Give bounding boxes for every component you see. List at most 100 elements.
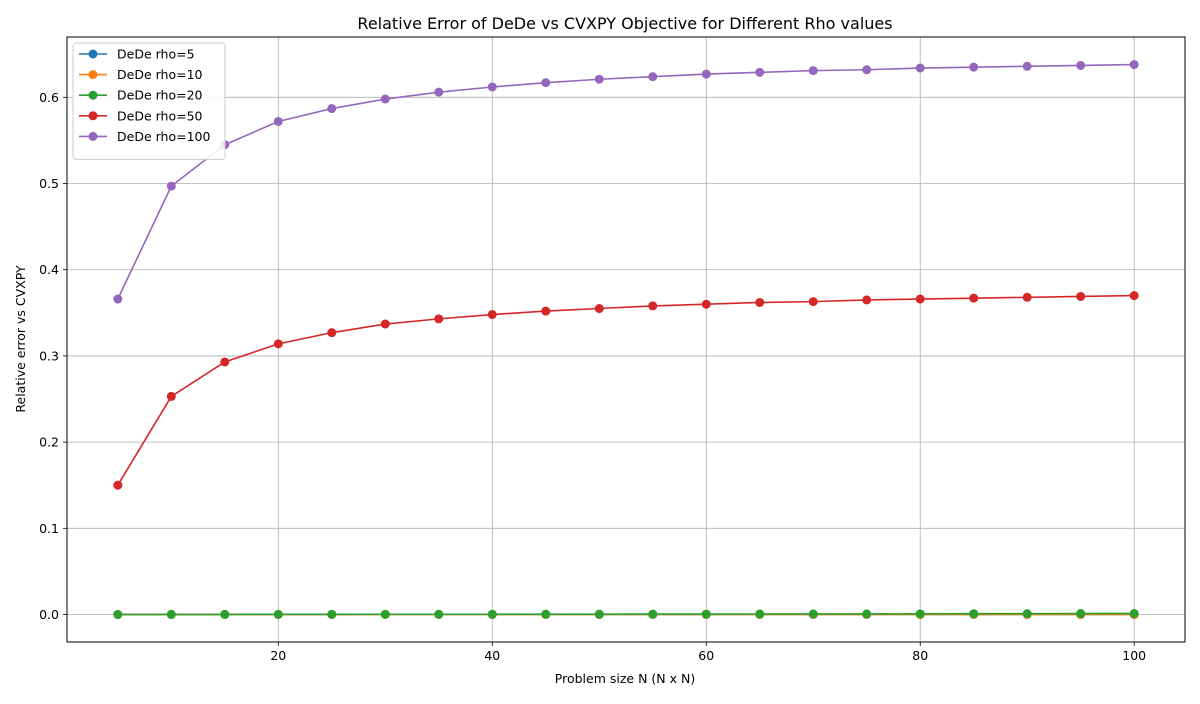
data-point — [808, 66, 818, 76]
y-tick-label: 0.5 — [39, 176, 59, 191]
data-point — [487, 310, 497, 320]
legend-entry: DeDe rho=100 — [79, 129, 210, 144]
series-4 — [113, 291, 1139, 490]
data-point — [220, 609, 230, 619]
legend-label: DeDe rho=100 — [117, 129, 210, 144]
data-point — [701, 609, 711, 619]
data-point — [594, 304, 604, 314]
data-point — [701, 69, 711, 79]
legend-marker — [88, 70, 98, 80]
data-point — [701, 299, 711, 309]
data-point — [1129, 608, 1139, 618]
plot-frame — [66, 36, 1186, 643]
data-point — [1076, 609, 1086, 619]
legend-entry: DeDe rho=50 — [79, 108, 203, 123]
data-point — [541, 78, 551, 88]
legend-label: DeDe rho=10 — [117, 67, 203, 82]
data-point — [1129, 291, 1139, 301]
data-point — [648, 609, 658, 619]
data-point — [434, 609, 444, 619]
data-point — [541, 609, 551, 619]
data-point — [434, 87, 444, 97]
y-tick-label: 0.4 — [39, 262, 59, 277]
x-axis-label: Problem size N (N x N) — [555, 671, 695, 686]
data-point — [380, 94, 390, 104]
data-point — [594, 74, 604, 84]
data-point — [113, 610, 123, 620]
data-point — [755, 297, 765, 307]
legend-box — [72, 42, 226, 160]
data-point — [862, 65, 872, 75]
legend-marker — [88, 49, 98, 59]
legend-entry: DeDe rho=5 — [79, 47, 195, 62]
data-point — [1022, 292, 1032, 302]
data-point — [755, 609, 765, 619]
legend-marker — [88, 131, 98, 141]
data-point — [808, 297, 818, 307]
legend-entry: DeDe rho=20 — [79, 88, 203, 103]
x-tick-label: 80 — [912, 648, 928, 663]
axes: 20 40 60 80 100 0.0 0.1 0.2 0.3 0.4 0.5 0.6 — [39, 90, 1146, 663]
data-point — [541, 306, 551, 316]
data-point — [862, 609, 872, 619]
legend-label: DeDe rho=20 — [117, 88, 203, 103]
data-point — [273, 339, 283, 349]
series-line — [117, 63, 1135, 300]
x-tick-label: 60 — [698, 648, 714, 663]
data-point — [380, 609, 390, 619]
data-point — [166, 181, 176, 191]
data-point — [862, 295, 872, 305]
data-point — [1022, 609, 1032, 619]
data-point — [327, 609, 337, 619]
legend-entry: DeDe rho=10 — [79, 67, 203, 82]
data-point — [648, 72, 658, 82]
data-point — [648, 301, 658, 311]
legend: DeDe rho=5 DeDe rho=10 DeDe rho=20 DeDe rho… — [72, 42, 226, 160]
legend-marker — [88, 90, 98, 100]
data-point — [113, 294, 123, 304]
data-point — [969, 62, 979, 72]
data-point — [487, 82, 497, 92]
legend-marker — [88, 111, 98, 121]
data-point — [380, 319, 390, 329]
data-point — [273, 116, 283, 126]
data-point — [113, 480, 123, 490]
data-point — [969, 609, 979, 619]
legend-label: DeDe rho=5 — [117, 47, 195, 62]
y-axis-label: Relative error vs CVXPY — [13, 265, 28, 413]
data-point — [915, 609, 925, 619]
data-point — [1076, 291, 1086, 301]
x-tick-label: 100 — [1122, 648, 1146, 663]
y-tick-label: 0.0 — [39, 607, 59, 622]
data-point — [969, 293, 979, 303]
data-point — [487, 609, 497, 619]
data-point — [434, 314, 444, 324]
x-tick-label: 20 — [270, 648, 286, 663]
data-point — [327, 328, 337, 338]
data-point — [166, 609, 176, 619]
series-3 — [113, 608, 1139, 620]
data-point — [273, 609, 283, 619]
y-tick-label: 0.6 — [39, 90, 59, 105]
series-5 — [113, 60, 1139, 304]
grid — [67, 37, 1185, 642]
y-tick-label: 0.3 — [39, 348, 59, 363]
data-point — [1076, 60, 1086, 70]
data-point — [915, 294, 925, 304]
data-point — [915, 63, 925, 73]
data-point — [755, 67, 765, 77]
data-point — [220, 357, 230, 367]
chart-title: Relative Error of DeDe vs CVXPY Objectiv… — [357, 14, 892, 33]
data-point — [1129, 60, 1139, 70]
data-point — [594, 609, 604, 619]
y-tick-label: 0.1 — [39, 521, 59, 536]
data-point — [327, 104, 337, 114]
series-group — [113, 60, 1139, 620]
legend-label: DeDe rho=50 — [117, 108, 203, 123]
data-point — [808, 609, 818, 619]
series-line — [117, 612, 1135, 616]
series-line — [117, 294, 1135, 486]
data-point — [1022, 61, 1032, 71]
